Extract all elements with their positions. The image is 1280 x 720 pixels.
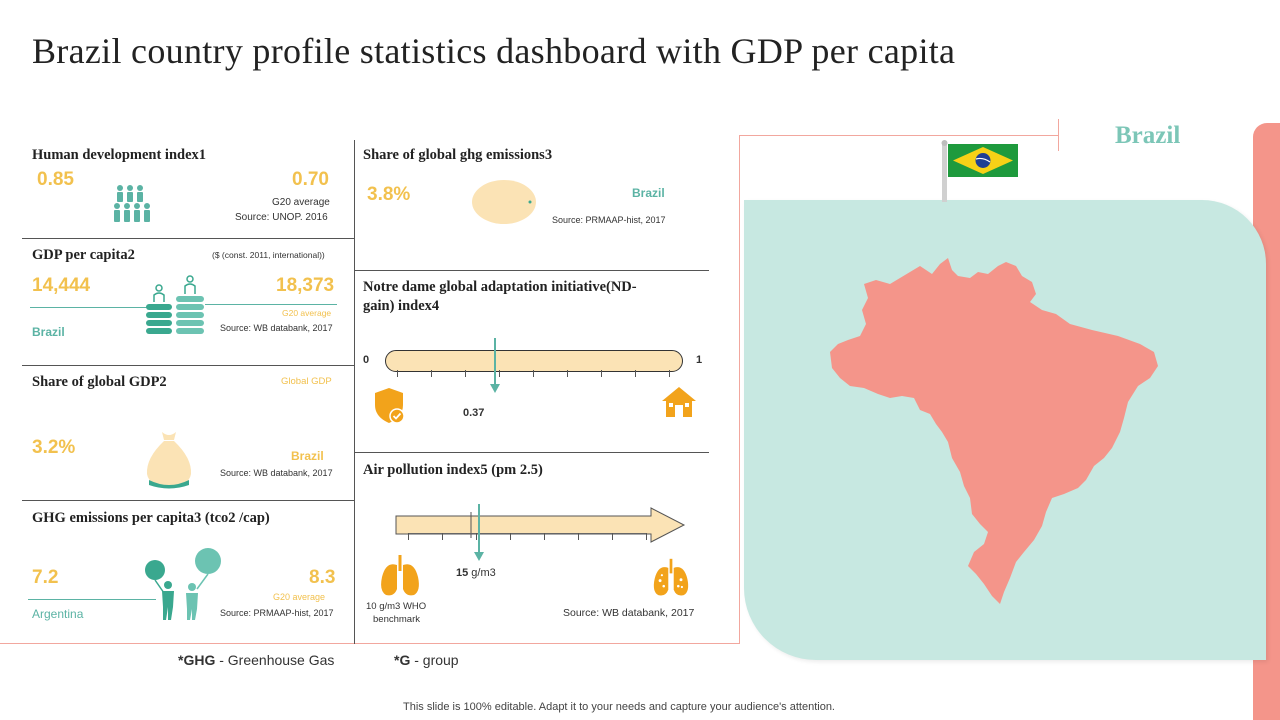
air-scale-baseline: [408, 533, 646, 534]
footnote-g-text: - group: [410, 652, 459, 668]
ndgain-ticks-tick: [669, 370, 670, 377]
air-ticks-tick: [646, 533, 647, 540]
page-title: Brazil country profile statistics dashbo…: [32, 31, 956, 71]
air-value-label: 15 g/m3: [456, 567, 496, 579]
emission-share-bubble-icon: [472, 180, 536, 224]
air-ticks-tick: [476, 533, 477, 540]
ndgain-max-label: 1: [696, 354, 703, 366]
footnote-ghg-key: *GHG: [178, 652, 216, 668]
lungs-icon: [381, 555, 419, 596]
gdp-title: GDP per capita2: [32, 247, 135, 263]
ndgain-title-line1: Notre dame global adaptation initiative(…: [363, 279, 637, 295]
air-marker-arrow-icon: [474, 552, 484, 561]
footnote-g-key: *G: [394, 652, 411, 668]
row-divider-2: [22, 365, 354, 366]
people-group-icon: [114, 185, 150, 222]
coin-stacks-icon: [146, 275, 204, 334]
footnote-g: *G - group: [394, 652, 459, 668]
ndgain-marker-arrow-icon: [489, 384, 500, 393]
ndgain-min-label: 0: [363, 354, 370, 366]
hdi-title: Human development index1: [32, 147, 207, 163]
air-ticks-tick: [612, 533, 613, 540]
air-benchmark-line2: benchmark: [373, 614, 420, 625]
air-title: Air pollution index5 (pm 2.5): [363, 462, 543, 478]
column-divider: [354, 140, 355, 644]
ndgain-ticks-tick: [499, 370, 500, 377]
air-ticks-tick: [544, 533, 545, 540]
share-gdp-title: Share of global GDP2: [32, 374, 167, 390]
gdp-g20-label: G20 average: [282, 308, 332, 318]
row-divider-1: [22, 238, 354, 239]
frame-top-line: [739, 135, 1059, 136]
frame-right-line: [739, 135, 740, 644]
house-icon: [662, 387, 696, 417]
shield-check-icon: [375, 388, 405, 424]
ghg-share-source: Source: PRMAAP-hist, 2017: [552, 215, 666, 225]
ndgain-ticks-tick: [431, 370, 432, 377]
ndgain-title-line2: gain) index4: [363, 298, 440, 314]
gdp-g20-line: [205, 304, 337, 305]
ghg-cap-source: Source: PRMAAP-hist, 2017: [220, 608, 334, 618]
frame-tick-line: [1058, 119, 1059, 151]
hdi-value: 0.85: [37, 169, 74, 190]
air-ticks-tick: [408, 533, 409, 540]
map-country-label: Brazil: [1115, 122, 1181, 149]
air-value-number: 15: [456, 567, 469, 579]
gdp-unit-note: ($ (const. 2011, international)): [212, 250, 325, 260]
share-gdp-source: Source: WB databank, 2017: [220, 468, 333, 478]
ghg-share-value: 3.8%: [367, 184, 411, 205]
hdi-g20-label: G20 average: [272, 197, 330, 208]
gdp-g20-value: 18,373: [276, 275, 335, 296]
gdp-country-label: Brazil: [32, 325, 65, 339]
ndgain-ticks-tick: [533, 370, 534, 377]
air-ticks-tick: [442, 533, 443, 540]
air-source: Source: WB databank, 2017: [563, 607, 695, 619]
hdi-g20-value: 0.70: [292, 169, 329, 190]
ndgain-ticks-tick: [465, 370, 466, 377]
ghg-cap-g20-label: G20 average: [273, 592, 326, 602]
air-value-marker: [478, 504, 480, 554]
row-divider-5: [354, 452, 709, 453]
ndgain-value-label: 0.37: [463, 407, 485, 419]
air-ticks-tick: [578, 533, 579, 540]
ghg-cap-title: GHG emissions per capita3 (tco2 /cap): [32, 510, 270, 526]
ndgain-ticks-tick: [567, 370, 568, 377]
ndgain-ticks-tick: [601, 370, 602, 377]
footnote-ghg-text: - Greenhouse Gas: [215, 652, 335, 668]
ghg-cap-value: 7.2: [32, 567, 59, 588]
share-gdp-global-label: Global GDP: [281, 376, 332, 387]
ghg-cap-g20-value: 8.3: [309, 567, 336, 588]
air-value-unit: g/m3: [468, 567, 496, 579]
air-ticks-tick: [510, 533, 511, 540]
footnote-ghg: *GHG - Greenhouse Gas: [178, 652, 334, 668]
air-scale-ticks: [408, 533, 647, 541]
brazil-flag-icon: [941, 140, 1018, 202]
ghg-share-title: Share of global ghg emissions3: [363, 147, 553, 163]
ghg-cap-argentina-line: [28, 599, 156, 600]
air-benchmark-line1: 10 g/m3 WHO: [366, 601, 427, 612]
ndgain-value-marker: [493, 338, 496, 386]
footer-note: This slide is 100% editable. Adapt it to…: [403, 701, 835, 713]
lungs-polluted-icon: [653, 558, 689, 596]
ghg-share-country: Brazil: [632, 186, 665, 200]
frame-bottom-line: [0, 643, 740, 644]
ndgain-scale-ticks: [397, 370, 670, 378]
share-gdp-value: 3.2%: [32, 437, 76, 458]
ghg-cap-compare-label: Argentina: [32, 607, 84, 621]
money-bag-icon: [146, 432, 192, 489]
ndgain-scale-bar: [385, 350, 683, 372]
gdp-brazil-line: [30, 307, 150, 308]
gdp-value: 14,444: [32, 275, 91, 296]
row-divider-3: [22, 500, 354, 501]
ndgain-ticks-tick: [397, 370, 398, 377]
share-gdp-country: Brazil: [291, 449, 324, 463]
people-with-balloons-icon: [145, 548, 221, 620]
brazil-map-shape: [830, 258, 1158, 604]
ndgain-ticks-tick: [635, 370, 636, 377]
gdp-source: Source: WB databank, 2017: [220, 323, 333, 333]
row-divider-4: [354, 270, 709, 271]
hdi-source: Source: UNOP. 2016: [235, 212, 328, 223]
